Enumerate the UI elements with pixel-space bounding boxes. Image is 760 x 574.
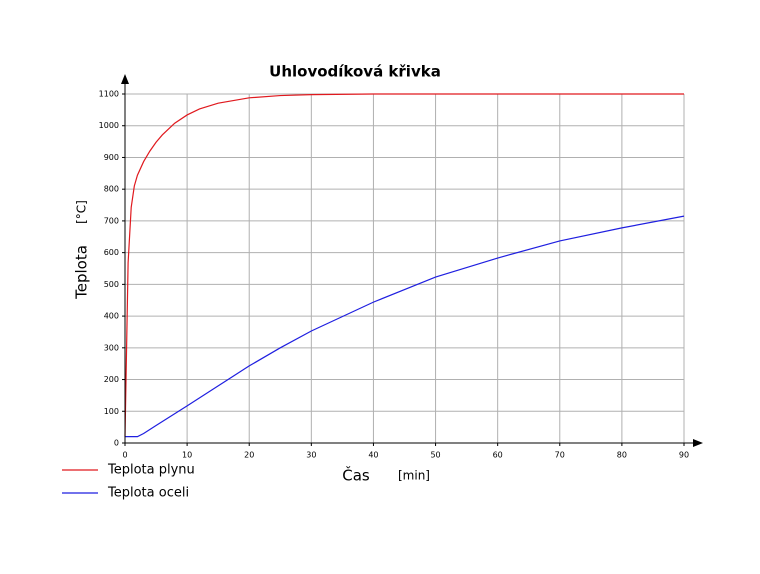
- grid: 0 100 200 300 400 500 600 700 800 900 1000 1100 0 10 2…: [99, 90, 689, 460]
- y-axis-label: Teplota: [73, 245, 91, 300]
- y-tick-label: 800: [104, 185, 119, 194]
- y-tick-label: 900: [104, 153, 119, 162]
- legend-label: Teplota oceli: [107, 486, 189, 501]
- chart-title: Uhlovodíková křivka: [269, 63, 441, 81]
- y-tick-label: 0: [114, 439, 119, 448]
- x-tick-label: 50: [430, 451, 440, 460]
- x-tick-label: 0: [122, 451, 127, 460]
- x-tick-label: 40: [368, 451, 378, 460]
- x-tick-label: 80: [617, 451, 627, 460]
- x-tick-label: 30: [306, 451, 316, 460]
- y-axis-arrow: [121, 74, 129, 84]
- y-axis-unit: [°C]: [75, 200, 89, 224]
- x-tick-label: 20: [244, 451, 254, 460]
- y-tick-label: 1100: [99, 90, 119, 99]
- y-tick-label: 1000: [99, 121, 119, 130]
- x-tick-label: 60: [493, 451, 503, 460]
- x-axis-label: Čas: [342, 466, 370, 485]
- y-tick-label: 400: [104, 312, 119, 321]
- plot-lines: [124, 93, 685, 438]
- y-tick-label: 100: [104, 407, 119, 416]
- legend-label: Teplota plynu: [107, 463, 195, 478]
- legend: Teplota plynu Teplota oceli: [62, 463, 195, 501]
- y-tick-label: 500: [104, 280, 119, 289]
- x-tick-label: 10: [182, 451, 192, 460]
- series-line: [124, 93, 684, 437]
- x-tick-label: 90: [679, 451, 689, 460]
- series-line: [125, 215, 685, 438]
- y-tick-label: 200: [104, 375, 119, 384]
- x-tick-label: 70: [555, 451, 565, 460]
- x-axis-unit: [min]: [398, 469, 430, 483]
- y-tick-label: 600: [104, 248, 119, 257]
- x-axis-arrow: [693, 439, 703, 447]
- y-tick-label: 700: [104, 216, 119, 225]
- y-tick-label: 300: [104, 343, 119, 352]
